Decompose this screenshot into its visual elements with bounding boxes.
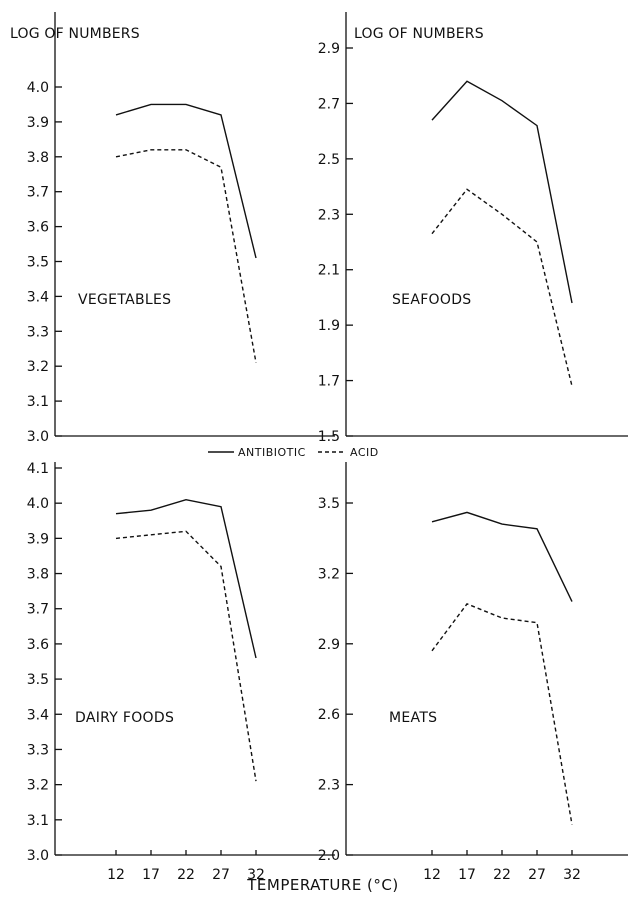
y-tick-label: 3.7 <box>27 185 49 201</box>
panel-label-seafoods: SEAFOODS <box>392 292 471 308</box>
y-tick-label: 3.8 <box>27 567 49 583</box>
y-tick-label: 3.5 <box>27 672 49 688</box>
y-tick-label: 3.0 <box>27 848 49 864</box>
y-tick-label: 3.0 <box>27 429 49 445</box>
y-tick-label: 1.7 <box>318 374 340 390</box>
y-tick-label: 3.9 <box>27 531 49 547</box>
y-tick-label: 2.9 <box>318 637 340 653</box>
y-tick-label: 4.0 <box>27 496 49 512</box>
series-line-acid <box>115 149 257 363</box>
y-tick-label: 3.9 <box>27 115 49 131</box>
y-axis-label: LOG OF NUMBERS <box>354 26 484 42</box>
chart-panels: 3.0 3.1 3.2 3.3 3.4 3.5 3.6 3.7 3.8 3.9 4.0 LOG OF … <box>10 12 628 883</box>
y-tick-label: 1.9 <box>318 318 340 334</box>
x-axis-label: TEMPERATURE (°C) <box>246 876 399 894</box>
y-tick-label: 3.1 <box>27 813 49 829</box>
y-tick-label: 4.1 <box>27 461 49 477</box>
y-tick-label: 3.1 <box>27 394 49 410</box>
panel-label-vegetables: VEGETABLES <box>78 292 171 308</box>
x-tick-label: 27 <box>212 867 230 883</box>
y-tick-label: 3.3 <box>27 742 49 758</box>
x-tick-label: 27 <box>528 867 546 883</box>
panel-label-dairy-foods: DAIRY FOODS <box>75 710 174 726</box>
x-tick-label: 32 <box>247 867 265 883</box>
series-line-antibiotic <box>431 80 573 304</box>
y-tick-label: 2.0 <box>318 848 340 864</box>
panel-meats: 2.0 2.3 2.6 2.9 3.2 3.5 12 17 22 27 32 MEATS <box>318 462 628 883</box>
y-tick-label: 2.1 <box>318 263 340 279</box>
y-tick-label: 3.4 <box>27 289 49 305</box>
y-tick-label: 4.0 <box>27 80 49 96</box>
y-tick-label: 2.3 <box>318 778 340 794</box>
legend: ANTIBIOTIC ACID <box>208 446 379 459</box>
y-tick-label: 3.6 <box>27 637 49 653</box>
y-tick-label: 3.7 <box>27 602 49 618</box>
x-tick-label: 22 <box>493 867 511 883</box>
y-tick-label: 3.6 <box>27 220 49 236</box>
panel-seafoods: 1.5 1.7 1.9 2.1 2.3 2.5 2.7 2.9 LOG OF NUMBERS SE… <box>318 12 628 445</box>
y-tick-label: 2.3 <box>318 207 340 223</box>
legend-label-antibiotic: ANTIBIOTIC <box>238 446 306 459</box>
y-tick-label: 1.5 <box>318 429 340 445</box>
series-line-acid <box>115 530 257 782</box>
y-tick-label: 3.3 <box>27 324 49 340</box>
series-line-antibiotic <box>115 103 257 259</box>
y-tick-label: 3.5 <box>27 255 49 271</box>
legend-label-acid: ACID <box>350 446 379 459</box>
y-tick-label: 3.5 <box>318 496 340 512</box>
y-tick-label: 3.2 <box>27 359 49 375</box>
series-line-antibiotic <box>431 511 573 602</box>
x-tick-label: 17 <box>458 867 476 883</box>
y-tick-label: 2.5 <box>318 152 340 168</box>
y-tick-label: 3.8 <box>27 150 49 166</box>
series-line-acid <box>431 188 573 387</box>
x-tick-label: 12 <box>423 867 441 883</box>
x-tick-label: 22 <box>177 867 195 883</box>
series-line-acid <box>431 603 573 825</box>
panel-label-meats: MEATS <box>389 710 437 726</box>
y-axis-label: LOG OF NUMBERS <box>10 26 140 42</box>
y-tick-label: 2.9 <box>318 41 340 57</box>
panel-vegetables: 3.0 3.1 3.2 3.3 3.4 3.5 3.6 3.7 3.8 3.9 4.0 LOG OF … <box>10 12 335 445</box>
x-tick-label: 32 <box>563 867 581 883</box>
y-tick-label: 3.2 <box>318 566 340 582</box>
y-tick-label: 2.6 <box>318 707 340 723</box>
x-tick-label: 12 <box>107 867 125 883</box>
y-tick-label: 3.2 <box>27 778 49 794</box>
panel-dairy-foods: 3.0 3.1 3.2 3.3 3.4 3.5 3.6 3.7 3.8 3.9 4.0 4.1 12 17… <box>27 461 335 883</box>
y-tick-label: 3.4 <box>27 707 49 723</box>
series-line-antibiotic <box>115 498 257 659</box>
x-tick-label: 17 <box>142 867 160 883</box>
y-tick-label: 2.7 <box>318 96 340 112</box>
